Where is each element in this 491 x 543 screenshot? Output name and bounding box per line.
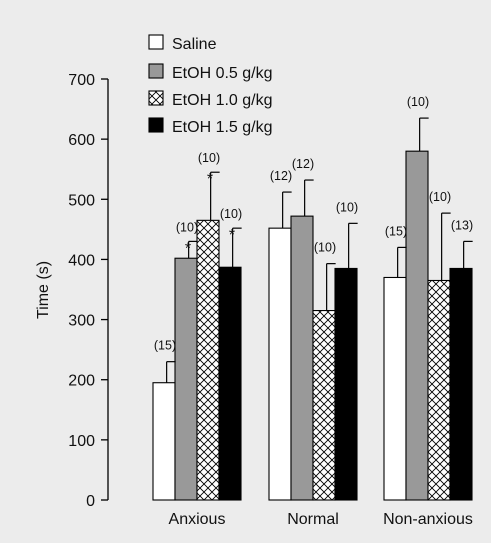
y-axis-label: Time (s): [35, 261, 52, 319]
bar-non-anxious-s3: [427, 279, 451, 501]
bar-anxious-s2: [174, 257, 198, 501]
significance-star: *: [229, 227, 235, 244]
n-label: (10): [336, 200, 358, 214]
y-tick-label: 500: [68, 192, 95, 209]
n-label: (10): [176, 220, 198, 234]
n-label: (15): [385, 224, 407, 238]
significance-star: *: [207, 171, 213, 188]
n-label: (13): [451, 218, 473, 232]
legend: Saline EtOH 0.5 g/kg EtOH 1.0 g/kg EtOH 1.5…: [148, 34, 273, 136]
y-tick-label: 700: [68, 72, 95, 89]
y-tick-label: 200: [68, 373, 95, 390]
bar-normal-s2: [290, 215, 314, 501]
n-label: (12): [270, 169, 292, 183]
significance-star: *: [185, 240, 191, 257]
legend-label: Saline: [172, 36, 217, 53]
bar-normal-s1: [268, 227, 292, 501]
bars: [152, 150, 473, 501]
legend-label: EtOH 1.0 g/kg: [172, 92, 273, 109]
bar-non-anxious-s1: [383, 276, 407, 501]
y-tick-label: 600: [68, 132, 95, 149]
bar-normal-s3: [312, 309, 336, 501]
legend-label: EtOH 1.5 g/kg: [172, 119, 273, 136]
legend-swatch: [148, 34, 164, 50]
bar-non-anxious-s2: [405, 150, 429, 501]
legend-swatch: [148, 117, 164, 133]
n-label: (10): [429, 190, 451, 204]
y-tick-label: 400: [68, 252, 95, 269]
y-tick-label: 300: [68, 313, 95, 330]
legend-swatch: [148, 90, 164, 106]
n-label: (10): [220, 207, 242, 221]
category-label: Anxious: [169, 511, 226, 528]
category-label: Normal: [287, 511, 339, 528]
bar-non-anxious-s4: [449, 267, 473, 501]
n-label: (10): [198, 151, 220, 165]
bar-anxious-s3: [196, 219, 220, 501]
bar-anxious-s1: [152, 382, 176, 501]
bar-anxious-s4: [218, 266, 242, 501]
n-label: (10): [314, 241, 336, 255]
n-label: (15): [154, 339, 176, 353]
axes: 0 100 200 300 400 500 600 700: [68, 72, 109, 510]
annotations: (15)*(10)*(10)*(10)Anxious(12)(12)(10)(1…: [154, 95, 473, 528]
legend-label: EtOH 0.5 g/kg: [172, 65, 273, 82]
bar-normal-s4: [334, 267, 358, 501]
n-label: (12): [292, 157, 314, 171]
y-tick-label: 100: [68, 433, 95, 450]
legend-swatch: [148, 63, 164, 79]
category-label: Non-anxious: [383, 511, 473, 528]
n-label: (10): [407, 95, 429, 109]
y-tick-label: 0: [86, 493, 95, 510]
